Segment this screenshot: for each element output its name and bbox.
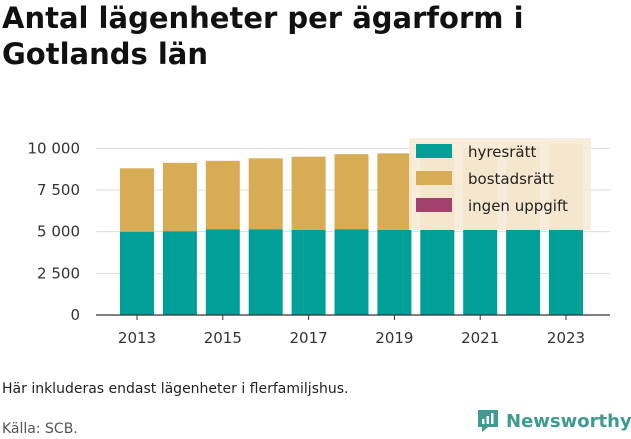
bar-segment: [377, 230, 412, 315]
chart-note: Här inkluderas endast lägenheter i flerf…: [2, 381, 349, 397]
bar-segment: [334, 154, 369, 230]
x-axis: 2013 2015 2017 2019 2021 2023: [96, 314, 610, 347]
legend: hyresrätt bostadsrätt ingen uppgift: [409, 138, 591, 230]
bar-segment: [162, 231, 197, 315]
bar-segment: [120, 168, 154, 232]
bar-segment: [162, 162, 197, 232]
x-tick-label: 2017: [290, 329, 328, 347]
x-tick-label: 2019: [375, 329, 413, 347]
newsworthy-logo-icon: [478, 410, 498, 432]
legend-label: hyresrätt: [468, 143, 537, 161]
bar-segment: [377, 153, 412, 230]
bar-segment: [549, 228, 583, 315]
bar-segment: [463, 229, 498, 315]
bar-segment: [248, 158, 283, 230]
bar-segment: [291, 156, 326, 230]
bar-segment: [205, 229, 240, 315]
newsworthy-logo-text: Newsworthy: [506, 410, 631, 432]
bar-segment: [420, 229, 455, 315]
legend-swatch: [416, 198, 452, 212]
bar-segment: [205, 160, 240, 230]
chart-title: Antal lägenheter per ägarform i Gotlands…: [2, 1, 524, 71]
y-tick-label: 10 000: [28, 139, 81, 157]
newsworthy-logo: Newsworthy: [476, 408, 631, 434]
bar-segment: [248, 229, 283, 315]
bar-segment: [506, 228, 541, 315]
y-tick-label: 5 000: [37, 223, 80, 241]
y-tick-label: 2 500: [37, 264, 80, 282]
stacked-bar-chart: 2013 2015 2017 2019 2021 2023 0 2 500 5 000 7 50…: [28, 138, 610, 347]
y-axis: 0 2 500 5 000 7 500 10 000: [28, 139, 81, 324]
y-tick-label: 0: [70, 306, 80, 324]
bar-segment: [291, 230, 326, 315]
x-tick-label: 2023: [547, 329, 585, 347]
y-tick-label: 7 500: [37, 181, 80, 199]
legend-label: ingen uppgift: [468, 197, 568, 215]
x-tick-label: 2015: [204, 329, 242, 347]
source-text: Källa: SCB.: [2, 421, 78, 437]
legend-swatch: [416, 171, 452, 185]
bar-segment: [334, 229, 369, 315]
bar-segment: [120, 231, 154, 315]
legend-swatch: [416, 144, 452, 158]
legend-label: bostadsrätt: [468, 170, 554, 188]
x-tick-label: 2013: [118, 329, 156, 347]
x-tick-label: 2021: [461, 329, 499, 347]
